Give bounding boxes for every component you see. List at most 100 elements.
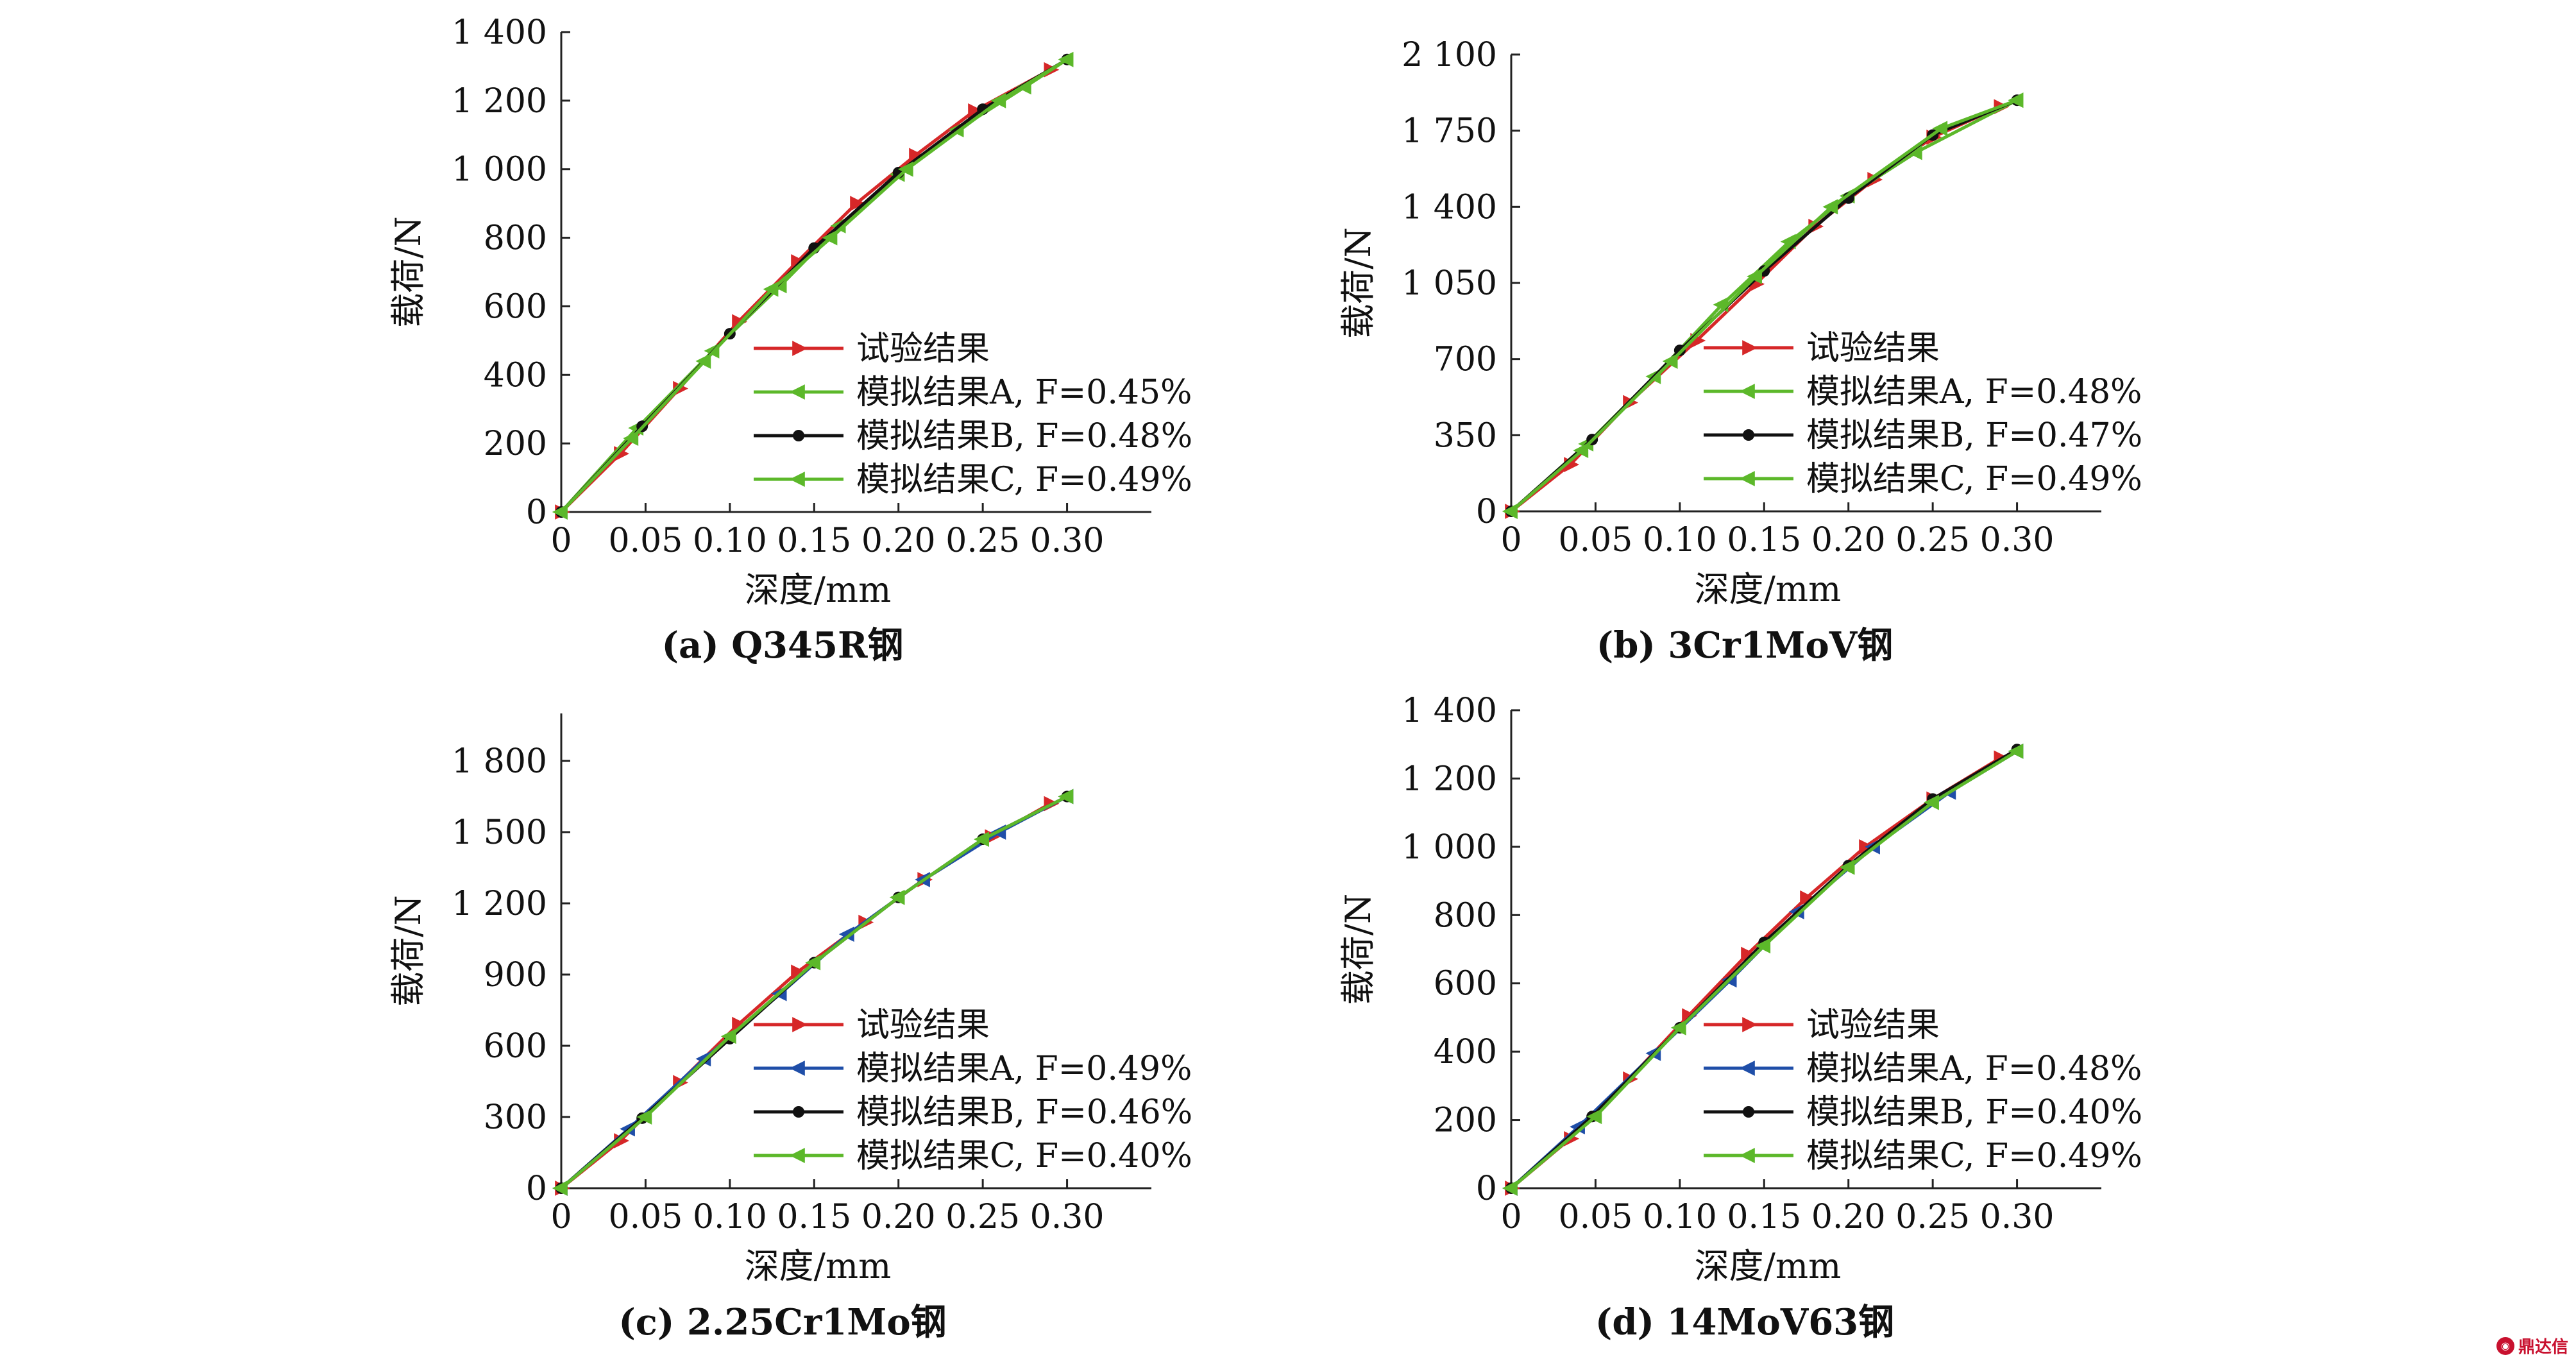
legend-entry: 模拟结果A, F=0.45% xyxy=(856,373,1192,412)
series-1-point xyxy=(909,148,924,164)
legend-entry: 模拟结果B, F=0.47% xyxy=(1806,416,2142,455)
x-tick-label: 0.15 xyxy=(1727,521,1801,559)
series-2-point xyxy=(695,1051,711,1067)
y-tick-label: 1 400 xyxy=(452,13,547,52)
series-4-point xyxy=(1822,199,1838,215)
x-tick-label: 0.10 xyxy=(693,522,767,560)
x-axis-label: 深度/mm xyxy=(1695,1246,1842,1286)
legend-entry: 模拟结果B, F=0.40% xyxy=(1806,1093,2142,1132)
y-tick-label: 1 400 xyxy=(1402,188,1497,226)
x-tick-label: 0.25 xyxy=(945,1198,1020,1236)
series-3-point xyxy=(1674,345,1686,357)
y-tick-label: 1 000 xyxy=(1402,828,1497,867)
series-4-point xyxy=(763,281,779,297)
series-1-point xyxy=(850,196,865,212)
x-tick-label: 0.30 xyxy=(1030,522,1105,560)
y-tick-label: 1 200 xyxy=(1402,760,1497,798)
legend-marker xyxy=(1740,471,1755,486)
y-tick-label: 300 xyxy=(484,1098,547,1137)
x-tick-label: 0 xyxy=(550,1198,572,1236)
x-tick-label: 0.30 xyxy=(1030,1198,1105,1236)
chart-panel-2: 0 0.05 0.10 0.15 0.20 0.25 0.30 0 350 700 1 050 1 4… xyxy=(1338,36,2142,667)
y-tick-label: 600 xyxy=(484,1027,547,1066)
x-tick-label: 0 xyxy=(1500,521,1521,559)
x-tick-label: 0.20 xyxy=(1811,1198,1886,1236)
legend-entry: 试验结果 xyxy=(1806,1006,1940,1044)
x-tick-label: 0.20 xyxy=(861,522,936,560)
y-tick-label: 1 000 xyxy=(452,151,547,189)
series-2-point xyxy=(620,1121,635,1137)
series-4-point xyxy=(822,230,838,246)
y-tick-label: 600 xyxy=(1434,965,1497,1003)
y-tick-label: 800 xyxy=(484,219,547,258)
y-tick-label: 350 xyxy=(1434,416,1497,455)
series-4-point xyxy=(974,831,989,847)
y-tick-label: 1 800 xyxy=(452,742,547,781)
chart-panel-1: 0 0.05 0.10 0.15 0.20 0.25 0.30 0 200 400 600 800 1 … xyxy=(388,13,1192,667)
series-4-point xyxy=(1058,51,1074,67)
y-tick-label: 200 xyxy=(484,425,547,463)
series-4-point xyxy=(897,161,913,177)
series-4-point xyxy=(1662,354,1678,369)
series-2-point xyxy=(1906,144,1922,160)
legend-marker xyxy=(790,1061,805,1076)
y-tick-label: 1 200 xyxy=(452,885,547,923)
x-tick-label: 0.05 xyxy=(609,1198,683,1236)
series-1-point xyxy=(968,103,983,119)
x-tick-label: 0.15 xyxy=(1727,1198,1801,1236)
y-tick-label: 800 xyxy=(1434,896,1497,935)
legend-entry: 模拟结果A, F=0.48% xyxy=(1806,1050,2142,1088)
y-tick-label: 0 xyxy=(526,493,547,532)
y-tick-label: 1 750 xyxy=(1402,112,1497,151)
legend-marker xyxy=(792,1017,808,1032)
legend-marker xyxy=(1743,1106,1754,1118)
series-4-point xyxy=(623,431,639,447)
legend-marker xyxy=(1742,1017,1758,1032)
brand-logo-icon: ◉ xyxy=(2496,1336,2514,1355)
legend-marker xyxy=(1740,1061,1755,1076)
y-tick-label: 700 xyxy=(1434,341,1497,379)
y-tick-label: 0 xyxy=(1476,493,1497,531)
y-tick-label: 600 xyxy=(484,287,547,326)
x-tick-label: 0.20 xyxy=(861,1198,936,1236)
watermark: ◉ 鼎达信 xyxy=(2496,1334,2568,1358)
series-4-point xyxy=(1747,268,1762,284)
y-axis-label: 载荷/N xyxy=(1338,227,1378,338)
y-tick-label: 900 xyxy=(484,956,547,994)
y-tick-label: 400 xyxy=(1434,1033,1497,1071)
y-tick-label: 1 200 xyxy=(452,82,547,121)
x-tick-label: 0.15 xyxy=(777,1198,851,1236)
y-axis-label: 载荷/N xyxy=(1338,894,1378,1005)
series-4-point xyxy=(1502,1181,1518,1196)
x-axis-label: 深度/mm xyxy=(1695,569,1842,610)
x-axis-label: 深度/mm xyxy=(745,1246,892,1286)
series-4-point xyxy=(1502,504,1518,519)
legend-entry: 模拟结果C, F=0.49% xyxy=(856,461,1192,499)
y-tick-label: 2 100 xyxy=(1402,36,1497,74)
x-tick-label: 0.10 xyxy=(1643,1198,1717,1236)
legend-marker xyxy=(792,341,808,356)
y-tick-label: 400 xyxy=(484,356,547,395)
y-axis-label: 载荷/N xyxy=(388,895,428,1006)
x-tick-label: 0.10 xyxy=(693,1198,767,1236)
series-4-point xyxy=(720,1028,736,1044)
legend-marker xyxy=(1743,429,1754,441)
series-line-4 xyxy=(560,58,1068,513)
legend-entry: 试验结果 xyxy=(1806,329,1940,368)
panel-caption: (a) Q345R钢 xyxy=(662,624,904,667)
series-4-point xyxy=(1586,1109,1602,1125)
series-4-point xyxy=(2008,743,2024,759)
series-4-point xyxy=(2008,92,2024,108)
legend-entry: 试验结果 xyxy=(856,330,990,368)
series-4-point xyxy=(1670,1019,1686,1036)
y-tick-label: 1 400 xyxy=(1402,692,1497,730)
x-tick-label: 0.25 xyxy=(1895,521,1970,559)
x-tick-label: 0 xyxy=(1500,1198,1521,1236)
chart-panel-3: 0 0.05 0.10 0.15 0.20 0.25 0.30 0 300 600 900 1 200… xyxy=(388,713,1192,1343)
watermark-text: 鼎达信 xyxy=(2518,1338,2568,1357)
x-tick-label: 0.20 xyxy=(1811,521,1886,559)
y-axis-label: 载荷/N xyxy=(388,216,428,327)
legend-marker xyxy=(793,1106,804,1118)
x-tick-label: 0 xyxy=(550,522,572,560)
